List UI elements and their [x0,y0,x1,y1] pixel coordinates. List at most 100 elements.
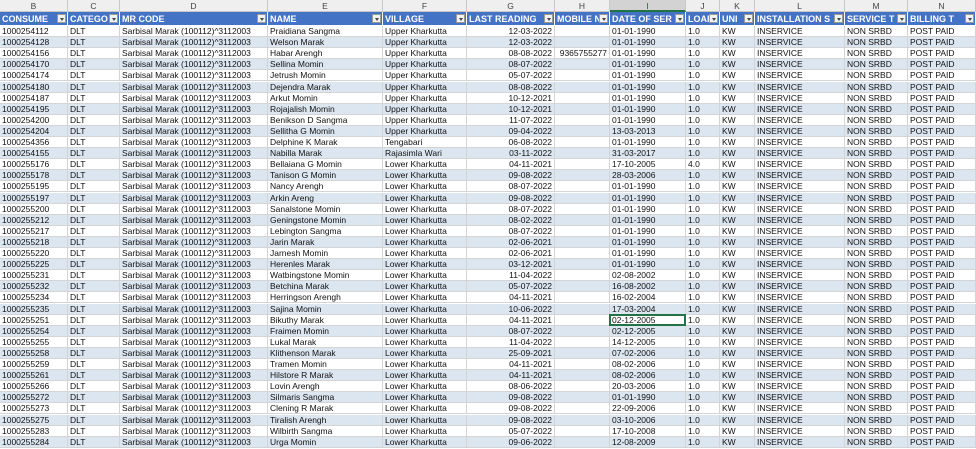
cell[interactable]: Lower Kharkutta [383,336,467,348]
cell[interactable]: 01-01-1990 [610,392,686,404]
cell[interactable]: Sarbisal Marak (100112)^3112003 [120,347,268,359]
cell[interactable]: 05-07-2022 [467,70,555,82]
cell[interactable] [555,203,610,215]
cell[interactable]: DLT [68,181,120,193]
cell[interactable]: INSERVICE [755,159,845,171]
cell[interactable]: KW [720,81,755,93]
cell[interactable]: Welson Marak [268,37,383,49]
cell[interactable]: INSERVICE [755,59,845,71]
cell[interactable]: INSERVICE [755,425,845,437]
cell[interactable]: Habar Arengh [268,48,383,60]
cell[interactable]: 1.0 [686,225,720,237]
cell[interactable]: INSERVICE [755,92,845,104]
cell[interactable] [555,359,610,371]
cell[interactable]: Sarbisal Marak (100112)^3112003 [120,192,268,204]
cell[interactable]: DLT [68,336,120,348]
cell[interactable]: INSERVICE [755,436,845,448]
cell[interactable]: 04-11-2021 [467,292,555,304]
cell[interactable]: 11-04-2022 [467,270,555,282]
cell[interactable] [555,436,610,448]
cell[interactable]: 1.0 [686,137,720,149]
cell[interactable]: DLT [68,170,120,182]
cell[interactable]: POST PAID [908,259,976,271]
cell[interactable]: KW [720,114,755,126]
cell[interactable]: POST PAID [908,314,976,326]
cell[interactable]: DLT [68,59,120,71]
cell[interactable]: Lower Kharkutta [383,159,467,171]
cell[interactable]: POST PAID [908,370,976,382]
cell[interactable] [555,236,610,248]
cell[interactable]: POST PAID [908,414,976,426]
cell[interactable]: 08-02-2006 [610,370,686,382]
cell[interactable]: 1.0 [686,270,720,282]
cell[interactable]: POST PAID [908,37,976,49]
cell[interactable]: 1.0 [686,381,720,393]
cell[interactable]: DLT [68,425,120,437]
cell[interactable]: KW [720,103,755,115]
cell[interactable]: Sarbisal Marak (100112)^3112003 [120,314,268,326]
cell[interactable] [555,370,610,382]
cell[interactable]: 03-11-2022 [467,148,555,160]
cell[interactable]: Lower Kharkutta [383,225,467,237]
cell[interactable]: NON SRBD [845,125,908,137]
cell[interactable]: Praidiana Sangma [268,26,383,38]
cell[interactable]: 03-12-2021 [467,259,555,271]
filter-button[interactable] [456,14,465,23]
cell[interactable]: Sarbisal Marak (100112)^3112003 [120,48,268,60]
cell[interactable]: NON SRBD [845,225,908,237]
cell[interactable] [555,392,610,404]
cell[interactable]: Sarbisal Marak (100112)^3112003 [120,381,268,393]
cell[interactable]: INSERVICE [755,336,845,348]
cell[interactable]: 1000255178 [0,170,68,182]
cell[interactable]: Upper Kharkutta [383,114,467,126]
cell[interactable] [555,303,610,315]
cell[interactable]: 01-01-1990 [610,248,686,260]
cell[interactable]: 08-08-2022 [467,48,555,60]
cell[interactable] [555,103,610,115]
cell[interactable]: 1000255266 [0,381,68,393]
cell[interactable]: 1000255275 [0,414,68,426]
cell[interactable]: Sarbisal Marak (100112)^3112003 [120,236,268,248]
cell[interactable]: 1.0 [686,281,720,293]
cell[interactable]: 08-07-2022 [467,325,555,337]
cell[interactable]: POST PAID [908,270,976,282]
cell[interactable]: Bikuthy Marak [268,314,383,326]
cell[interactable] [555,292,610,304]
cell[interactable]: 1.0 [686,70,720,82]
cell[interactable]: NON SRBD [845,381,908,393]
cell[interactable]: 1.0 [686,170,720,182]
cell[interactable]: 1.0 [686,26,720,38]
cell[interactable]: 1000255273 [0,403,68,415]
cell[interactable]: Fraimen Momin [268,325,383,337]
cell[interactable]: 1000254180 [0,81,68,93]
cell[interactable]: KW [720,314,755,326]
cell[interactable]: 01-01-1990 [610,259,686,271]
cell[interactable]: Sarbisal Marak (100112)^3112003 [120,359,268,371]
cell[interactable]: POST PAID [908,214,976,226]
filter-button[interactable] [372,14,381,23]
cell[interactable]: Watbingstone Momin [268,270,383,282]
cell[interactable]: POST PAID [908,203,976,215]
cell[interactable]: DLT [68,214,120,226]
cell[interactable]: Jarnesh Momin [268,248,383,260]
cell[interactable]: Lower Kharkutta [383,303,467,315]
cell[interactable]: NON SRBD [845,425,908,437]
cell[interactable]: NON SRBD [845,292,908,304]
cell[interactable]: 1000255255 [0,336,68,348]
cell[interactable]: 1000255220 [0,248,68,260]
cell[interactable]: KW [720,248,755,260]
cell[interactable]: 12-08-2009 [610,436,686,448]
cell[interactable]: 1000255284 [0,436,68,448]
cell[interactable]: INSERVICE [755,292,845,304]
cell[interactable]: Upper Kharkutta [383,103,467,115]
filter-button[interactable] [744,14,753,23]
cell[interactable]: 1.0 [686,125,720,137]
cell[interactable]: Sarbisal Marak (100112)^3112003 [120,203,268,215]
cell[interactable]: 1000254112 [0,26,68,38]
cell[interactable]: Upper Kharkutta [383,125,467,137]
cell[interactable]: 1000254200 [0,114,68,126]
cell[interactable]: 04-11-2021 [467,314,555,326]
cell[interactable]: 1.0 [686,414,720,426]
cell[interactable]: 1.0 [686,370,720,382]
cell[interactable]: 02-12-2005 [610,325,686,337]
